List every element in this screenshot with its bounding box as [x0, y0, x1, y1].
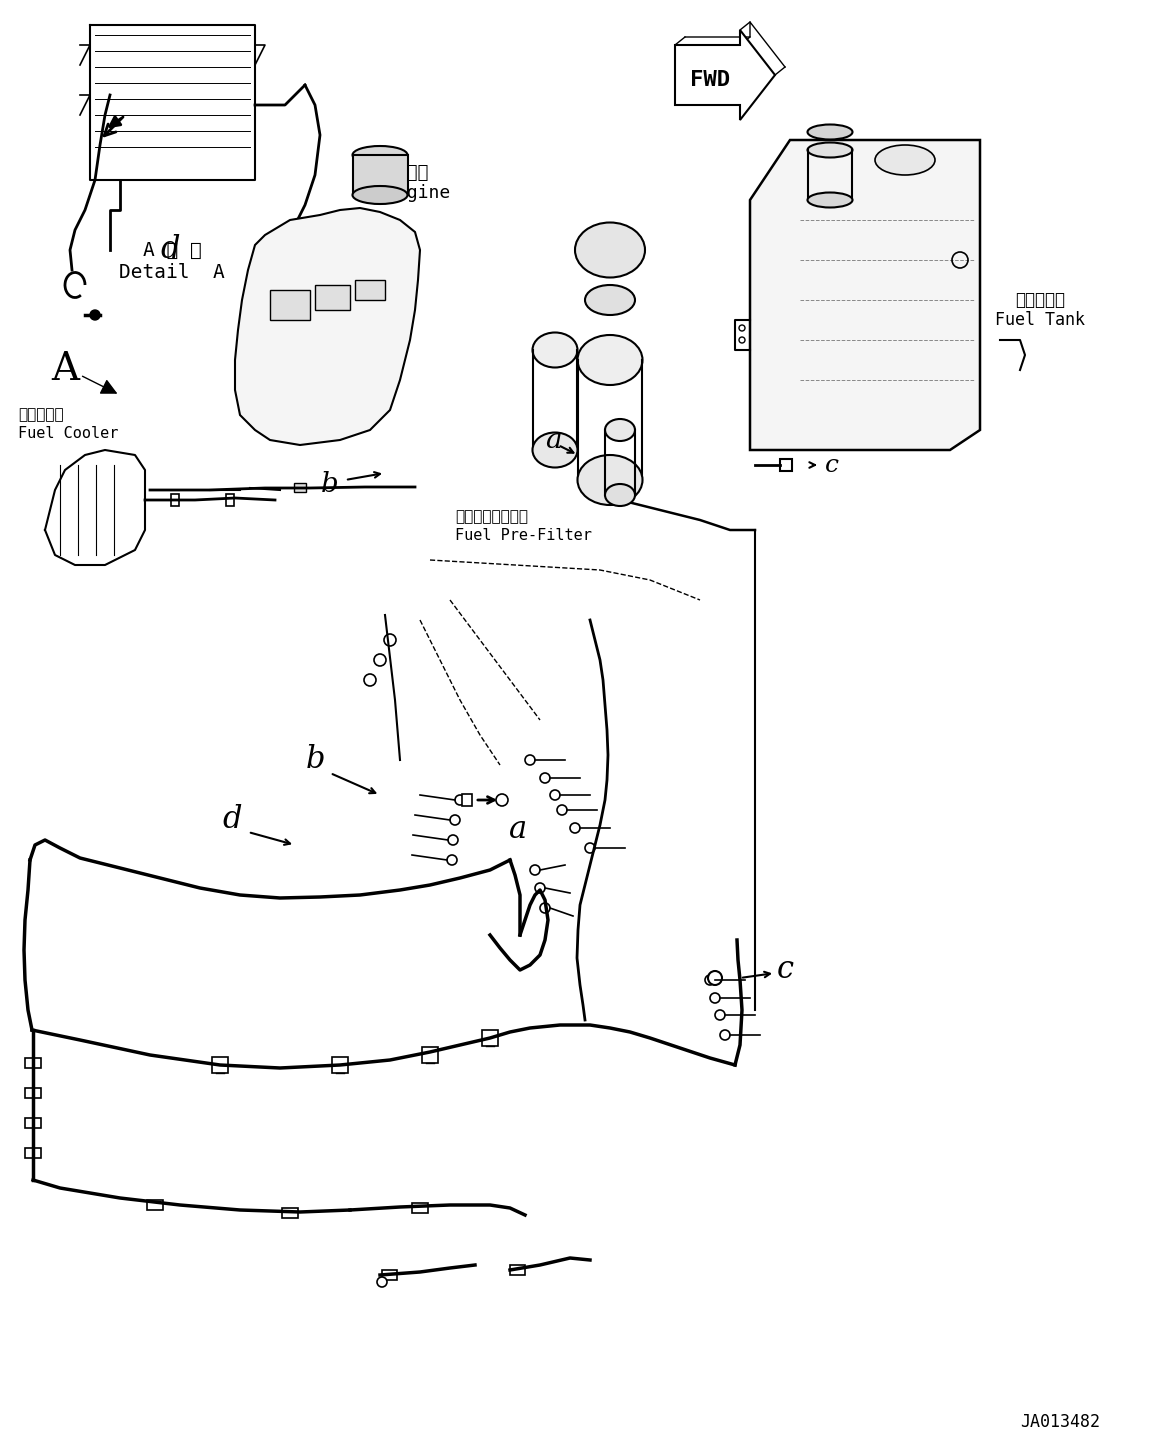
Circle shape [384, 634, 395, 645]
Circle shape [364, 674, 376, 686]
Ellipse shape [875, 144, 935, 175]
Bar [24, 1058, 41, 1069]
Bar [381, 1271, 397, 1279]
Bar [270, 290, 311, 321]
Circle shape [570, 823, 580, 833]
Text: エンジン: エンジン [385, 165, 428, 182]
Ellipse shape [352, 186, 407, 204]
Text: 燃料クーラ: 燃料クーラ [17, 407, 64, 423]
Circle shape [708, 970, 722, 985]
Polygon shape [750, 140, 980, 451]
Circle shape [377, 1276, 387, 1287]
Ellipse shape [605, 484, 635, 505]
Ellipse shape [578, 335, 642, 386]
Ellipse shape [807, 143, 852, 157]
Text: JA013482: JA013482 [1020, 1414, 1100, 1431]
Ellipse shape [605, 419, 635, 440]
Text: 燃料プレフィルタ: 燃料プレフィルタ [455, 510, 528, 524]
Circle shape [540, 902, 550, 913]
Circle shape [447, 855, 457, 865]
Bar [422, 1047, 438, 1063]
Bar [511, 1265, 525, 1275]
Circle shape [525, 755, 535, 765]
Bar [24, 1118, 41, 1128]
Bar [412, 1203, 428, 1213]
Circle shape [90, 310, 100, 321]
Bar [331, 1057, 348, 1073]
Bar [462, 794, 472, 806]
Text: FWD: FWD [690, 69, 730, 90]
Polygon shape [235, 208, 420, 445]
Text: 燃料タンク: 燃料タンク [1015, 292, 1065, 309]
Ellipse shape [533, 332, 578, 368]
Text: Detail  A: Detail A [119, 263, 224, 282]
Bar [212, 1057, 228, 1073]
Bar [24, 1087, 41, 1097]
Bar [226, 494, 234, 505]
Circle shape [448, 835, 458, 845]
Text: a: a [544, 426, 562, 453]
Text: A: A [51, 351, 79, 388]
Circle shape [715, 1009, 725, 1019]
Ellipse shape [575, 222, 645, 277]
Polygon shape [675, 30, 775, 120]
Text: Fuel Tank: Fuel Tank [996, 310, 1085, 329]
Circle shape [535, 882, 545, 892]
Bar [294, 482, 306, 492]
Ellipse shape [533, 433, 578, 468]
Text: c: c [825, 453, 839, 477]
Circle shape [557, 804, 568, 814]
Text: Engine: Engine [385, 183, 450, 202]
Circle shape [705, 975, 715, 985]
Bar [780, 459, 792, 471]
Circle shape [450, 814, 461, 825]
Text: d: d [222, 804, 242, 836]
Ellipse shape [807, 192, 852, 208]
Bar [355, 280, 385, 300]
Ellipse shape [578, 455, 642, 505]
Text: c: c [777, 954, 793, 985]
Ellipse shape [352, 146, 407, 165]
Ellipse shape [807, 124, 852, 140]
Text: A 詳 細: A 詳 細 [143, 241, 201, 260]
Circle shape [709, 993, 720, 1004]
Circle shape [720, 1030, 730, 1040]
Circle shape [455, 796, 465, 804]
Ellipse shape [585, 284, 635, 315]
Bar [281, 1209, 298, 1217]
Circle shape [530, 865, 540, 875]
Circle shape [495, 794, 508, 806]
Circle shape [540, 773, 550, 783]
Bar [24, 1148, 41, 1158]
Bar [481, 1030, 498, 1045]
Text: Fuel Pre-Filter: Fuel Pre-Filter [455, 527, 592, 543]
Text: b: b [305, 745, 324, 775]
Bar [315, 284, 350, 310]
Text: Fuel Cooler: Fuel Cooler [17, 426, 119, 440]
Text: a: a [509, 814, 527, 846]
Bar [354, 155, 408, 195]
Text: d: d [160, 234, 180, 266]
Circle shape [374, 654, 386, 666]
Bar [147, 1200, 163, 1210]
Circle shape [550, 790, 561, 800]
Circle shape [585, 843, 595, 853]
Text: b: b [321, 472, 338, 498]
Bar [171, 494, 179, 505]
